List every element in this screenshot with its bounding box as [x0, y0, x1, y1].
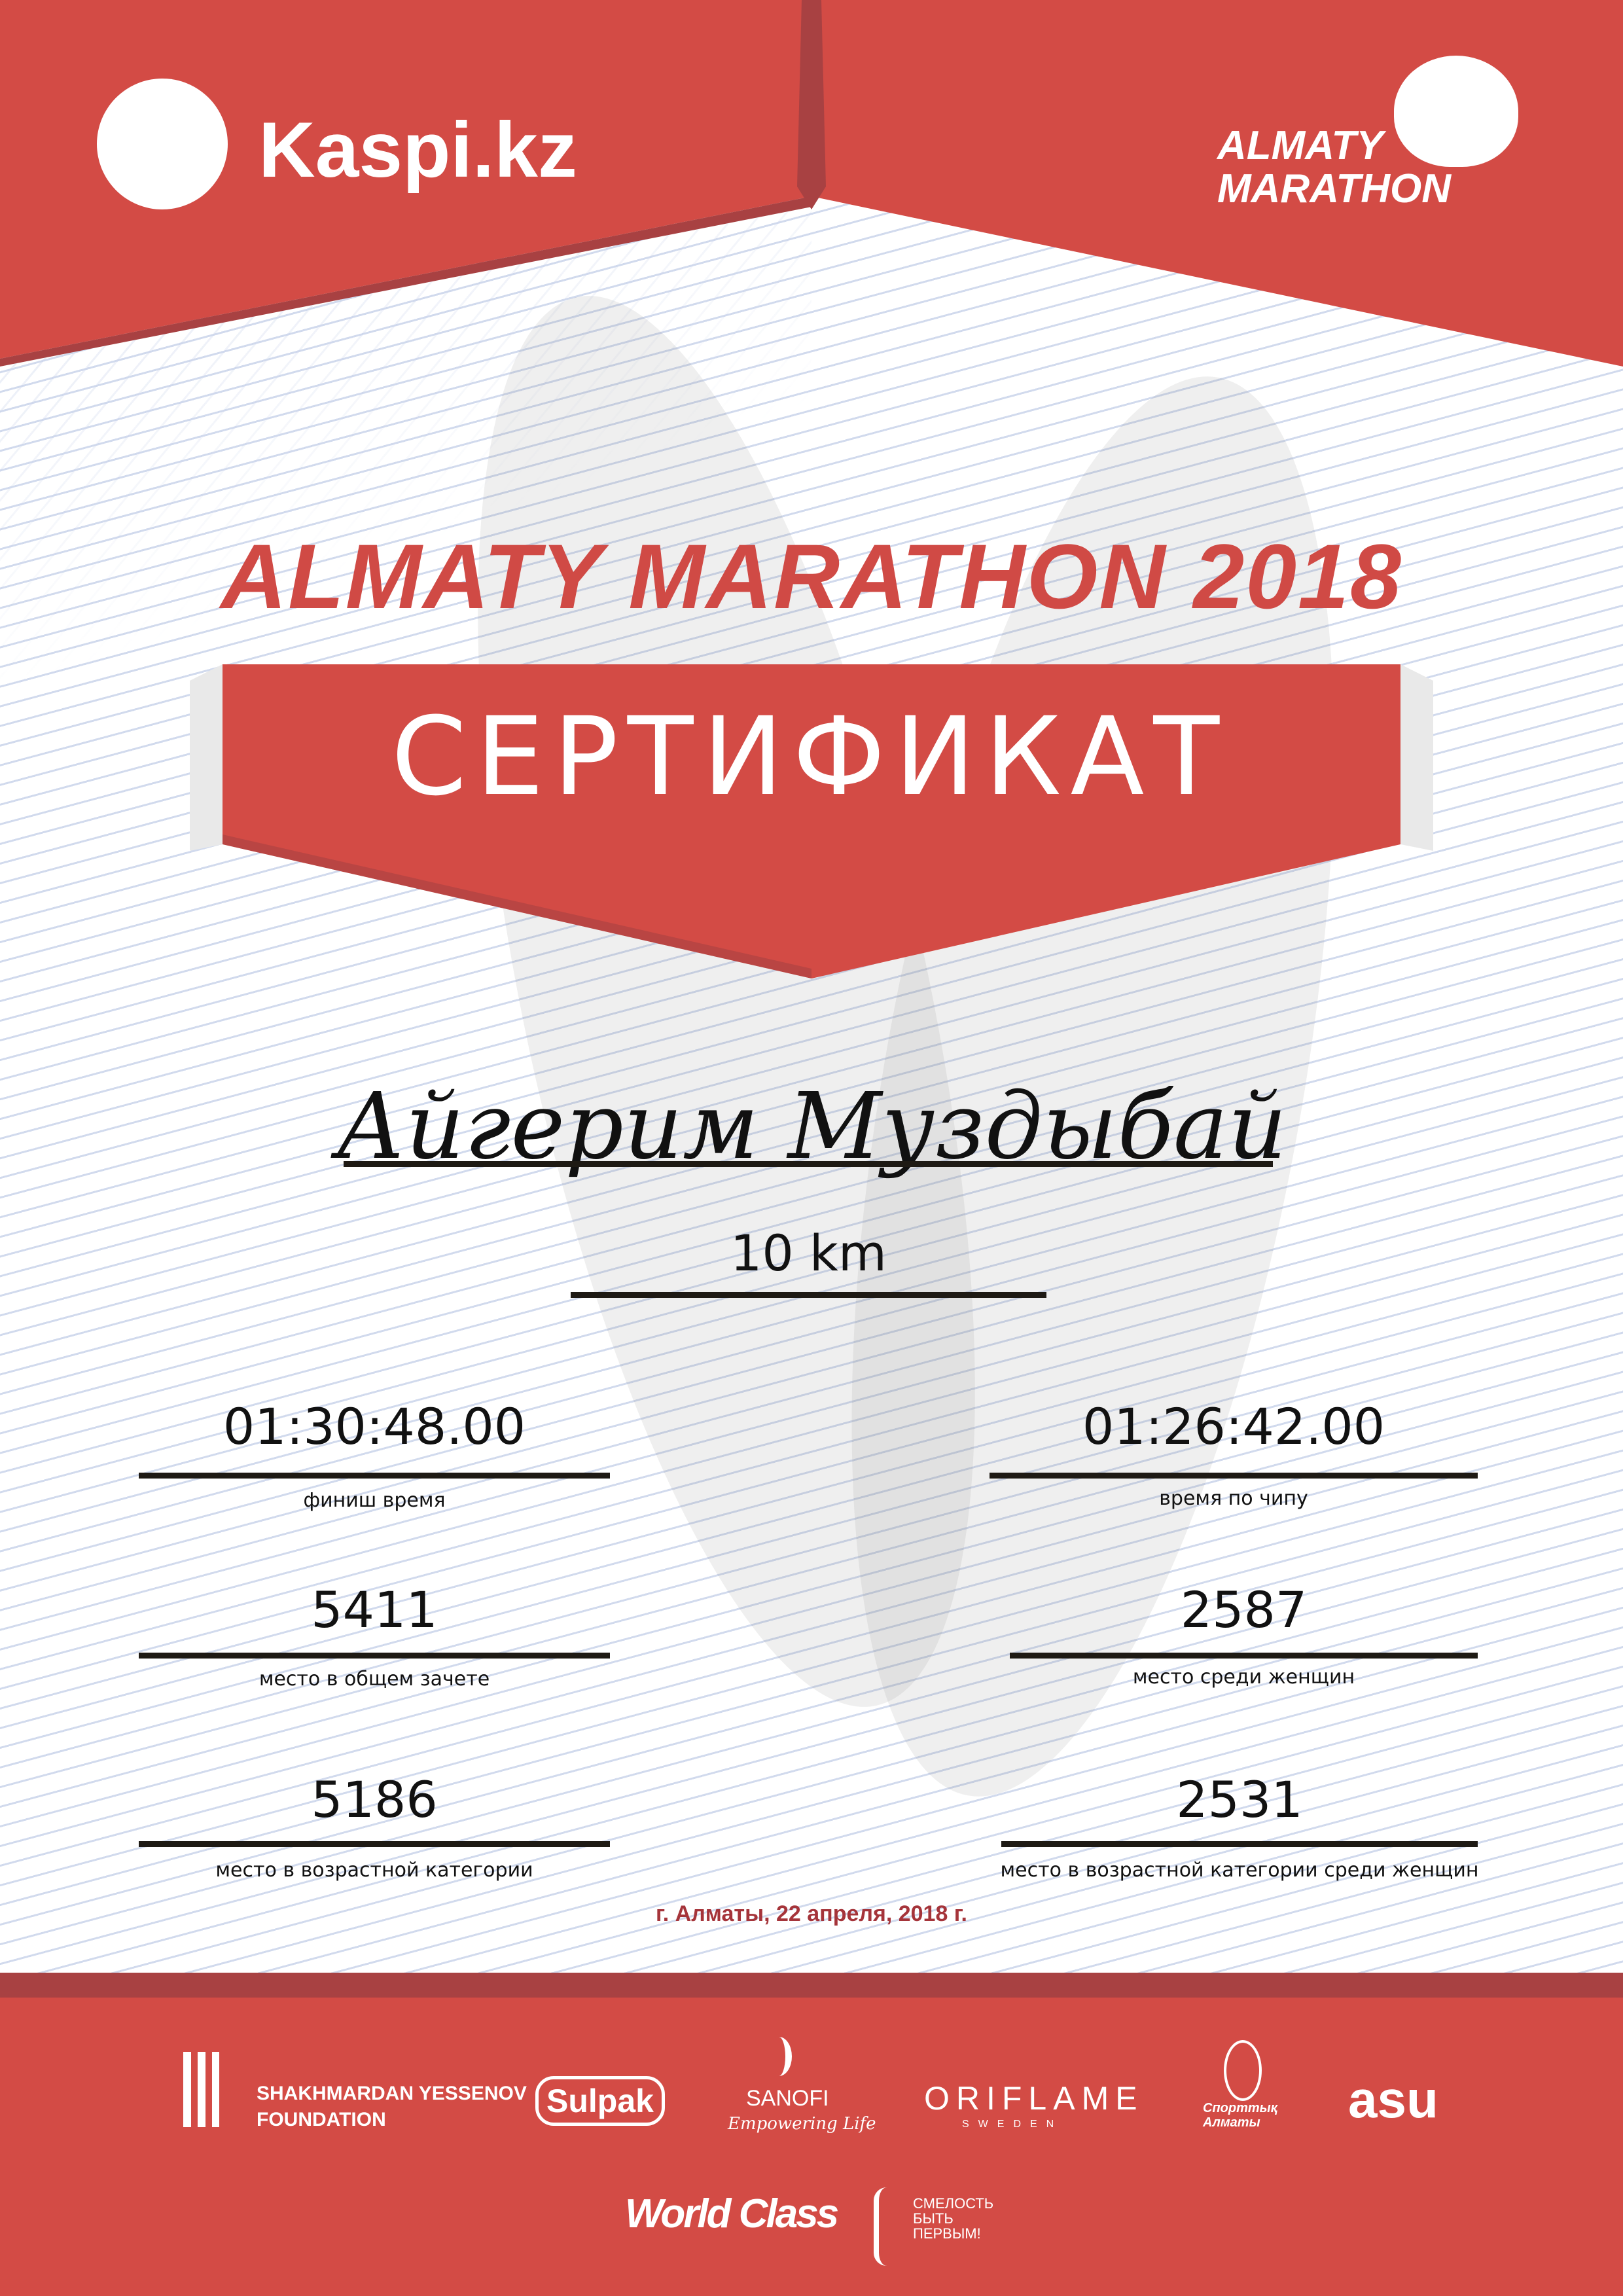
sport-almaty-logo: Спорттық Алматы — [1203, 2101, 1277, 2130]
header-banner — [0, 0, 1623, 367]
yessenov-logo-icon — [183, 2052, 219, 2127]
date-location: г. Алматы, 22 апреля, 2018 г. — [656, 1901, 967, 1926]
almaty-marathon-runner-icon — [1394, 56, 1518, 167]
overall-place-value: 5411 — [311, 1581, 438, 1639]
footer-band — [0, 1973, 1623, 1998]
oriflame-logo: ORIFLAME — [924, 2080, 1144, 2117]
sanofi-tagline: Empowering Life — [728, 2114, 876, 2134]
yessenov-line1: SHAKHMARDAN YESSENOV — [257, 2083, 527, 2104]
fund-line2: БЫТЬ — [913, 2210, 954, 2227]
finish-time-label: финиш время — [303, 1489, 446, 1512]
finish-time-underline — [139, 1473, 610, 1479]
logo-line2: MARATHON — [1217, 166, 1452, 211]
age-category-women-place-underline — [1001, 1841, 1478, 1847]
oriflame-sub: SWEDEN — [962, 2119, 1063, 2130]
certificate-label: СЕРТИФИКАТ — [391, 694, 1229, 819]
sponsors-footer: SHAKHMARDAN YESSENOV FOUNDATION Sulpak S… — [0, 1998, 1623, 2296]
sport-almaty-emblem-icon — [1224, 2040, 1262, 2101]
fund-line3: ПЕРВЫМ! — [913, 2225, 981, 2242]
kaspi-logo: Kaspi.kz — [259, 106, 577, 194]
age-category-women-place-value: 2531 — [1176, 1770, 1303, 1829]
distance: 10 km — [730, 1224, 887, 1282]
fund-runner-icon — [874, 2187, 908, 2266]
chip-time-underline — [990, 1473, 1478, 1479]
kaspi-logo-icon — [97, 79, 228, 209]
distance-underline — [571, 1292, 1046, 1298]
chip-time-value: 01:26:42.00 — [1082, 1397, 1385, 1456]
sanofi-logo: SANOFI — [746, 2086, 829, 2111]
asu-logo: asu — [1348, 2070, 1438, 2128]
worldclass-logo: World Class — [625, 2191, 839, 2236]
age-category-place-label: место в возрастной категории — [215, 1859, 533, 1882]
logo-line1: ALMATY — [1217, 123, 1383, 168]
certificate-ribbon — [190, 664, 1433, 978]
women-place-value: 2587 — [1180, 1581, 1308, 1639]
event-title: ALMATY MARATHON 2018 — [221, 525, 1402, 628]
fund-line1: СМЕЛОСТЬ — [913, 2195, 994, 2212]
finish-time-value: 01:30:48.00 — [223, 1397, 526, 1456]
name-underline — [344, 1161, 1273, 1167]
overall-place-underline — [139, 1653, 610, 1659]
yessenov-line2: FOUNDATION — [257, 2109, 386, 2130]
age-category-women-place-label: место в возрастной категории среди женщи… — [1000, 1859, 1479, 1882]
women-place-label: место среди женщин — [1132, 1666, 1355, 1689]
age-category-place-value: 5186 — [311, 1770, 438, 1829]
chip-time-label: время по чипу — [1159, 1487, 1308, 1510]
sulpak-logo: Sulpak — [535, 2076, 665, 2126]
sanofi-bird-icon — [766, 2037, 792, 2076]
age-category-place-underline — [139, 1841, 610, 1847]
almaty-marathon-logo: ALMATY MARATHON — [1217, 124, 1451, 211]
women-place-underline — [1010, 1653, 1478, 1659]
overall-place-label: место в общем зачете — [259, 1668, 490, 1691]
